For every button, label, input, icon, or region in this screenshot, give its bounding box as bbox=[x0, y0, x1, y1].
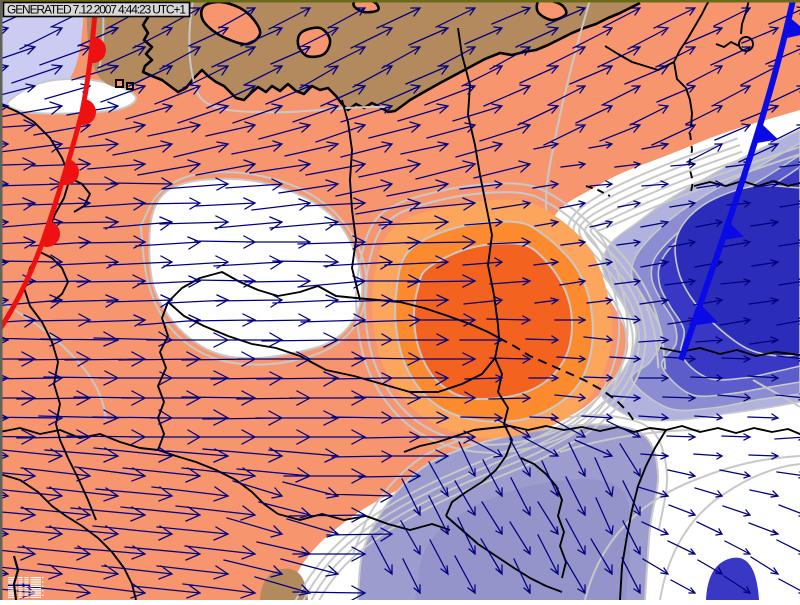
svg-text:GENERATED 7.12.2007 4:44:23 UT: GENERATED 7.12.2007 4:44:23 UTC+1 bbox=[7, 3, 186, 17]
